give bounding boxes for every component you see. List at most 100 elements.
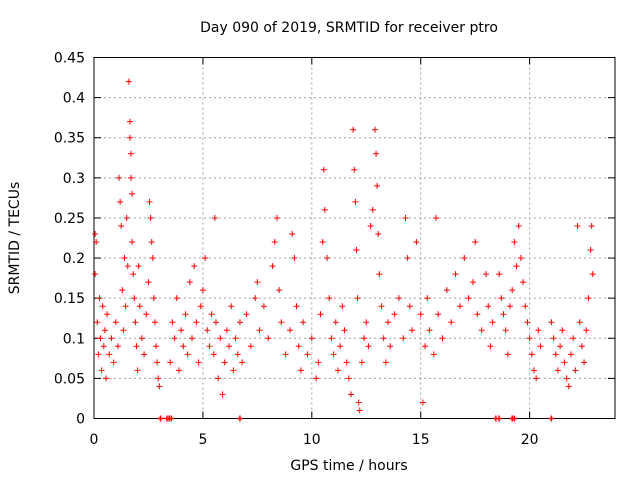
data-point [328, 335, 335, 342]
data-point [404, 255, 411, 262]
data-point [265, 335, 272, 342]
data-point [334, 367, 341, 374]
data-point [104, 311, 111, 318]
data-point [133, 343, 140, 350]
data-point [191, 263, 198, 270]
data-point [373, 150, 380, 157]
data-point [559, 327, 566, 334]
data-point [108, 335, 115, 342]
data-point [496, 271, 503, 278]
data-point [417, 311, 424, 318]
data-point [197, 303, 204, 310]
data-point [461, 255, 468, 262]
data-point [182, 311, 189, 318]
data-point [147, 214, 154, 221]
data-point [117, 198, 124, 205]
data-point [156, 383, 163, 390]
data-point [106, 351, 113, 358]
x-tick-labels: 0 5 10 15 20 [90, 432, 539, 448]
data-point [548, 319, 555, 326]
data-point [352, 198, 359, 205]
data-point [295, 343, 302, 350]
data-point [210, 351, 217, 358]
x-axis-label: GPS time / hours [290, 458, 407, 474]
data-point [239, 359, 246, 366]
data-point [350, 126, 357, 133]
data-point [94, 319, 101, 326]
data-point [101, 327, 108, 334]
data-point [116, 174, 123, 181]
data-point [435, 311, 442, 318]
data-point [371, 126, 378, 133]
data-point [378, 303, 385, 310]
data-point [217, 335, 224, 342]
data-point [184, 351, 191, 358]
y-tick-label: 0.4 [63, 91, 85, 107]
data-point [533, 375, 540, 382]
data-point [189, 335, 196, 342]
data-point [167, 359, 174, 366]
x-tick-label: 15 [412, 432, 430, 448]
data-point [232, 335, 239, 342]
data-point [369, 206, 376, 213]
data-point [524, 319, 531, 326]
data-point [578, 343, 585, 350]
data-point [118, 222, 125, 229]
data-point [452, 271, 459, 278]
data-point [513, 263, 520, 270]
data-point [141, 351, 148, 358]
data-point [212, 319, 219, 326]
data-point [121, 255, 128, 262]
data-point [517, 255, 524, 262]
data-point [154, 359, 161, 366]
data-point [343, 359, 350, 366]
y-tick-labels: 0 0.05 0.1 0.15 0.2 0.25 0.3 0.35 0.4 0.45 [54, 51, 85, 428]
data-point [151, 319, 158, 326]
data-point [131, 295, 138, 302]
data-point [502, 327, 509, 334]
data-point [178, 327, 185, 334]
data-point [565, 383, 572, 390]
data-point [574, 222, 581, 229]
data-point [587, 247, 594, 254]
zero-data-point [496, 415, 503, 422]
data-point [385, 319, 392, 326]
data-point [125, 78, 132, 85]
data-point [313, 375, 320, 382]
data-point [128, 150, 135, 157]
data-point [252, 295, 259, 302]
data-point [180, 343, 187, 350]
data-point [465, 295, 472, 302]
data-point [269, 263, 276, 270]
y-tick-label: 0.15 [54, 291, 85, 307]
y-tick-label: 0.05 [54, 371, 85, 387]
data-point [150, 295, 157, 302]
data-point [317, 311, 324, 318]
data-point [138, 335, 145, 342]
data-point [424, 295, 431, 302]
data-point [448, 319, 455, 326]
data-point [395, 295, 402, 302]
y-tick-label: 0.2 [63, 251, 85, 267]
data-point [483, 271, 490, 278]
data-point [561, 359, 568, 366]
data-point [129, 239, 136, 246]
data-point [413, 239, 420, 246]
data-point [204, 327, 211, 334]
data-point [92, 271, 99, 278]
data-point [537, 343, 544, 350]
y-tick-label: 0.45 [54, 51, 85, 67]
data-point [358, 359, 365, 366]
data-point [320, 166, 327, 173]
data-point [221, 359, 228, 366]
data-point [98, 367, 105, 374]
data-point [271, 239, 278, 246]
data-point [199, 287, 206, 294]
data-point [134, 367, 141, 374]
data-point [554, 367, 561, 374]
y-tick-label: 0.3 [63, 171, 85, 187]
data-point [588, 222, 595, 229]
data-point [365, 343, 372, 350]
data-point [145, 279, 152, 286]
x-tick-label: 20 [521, 432, 539, 448]
